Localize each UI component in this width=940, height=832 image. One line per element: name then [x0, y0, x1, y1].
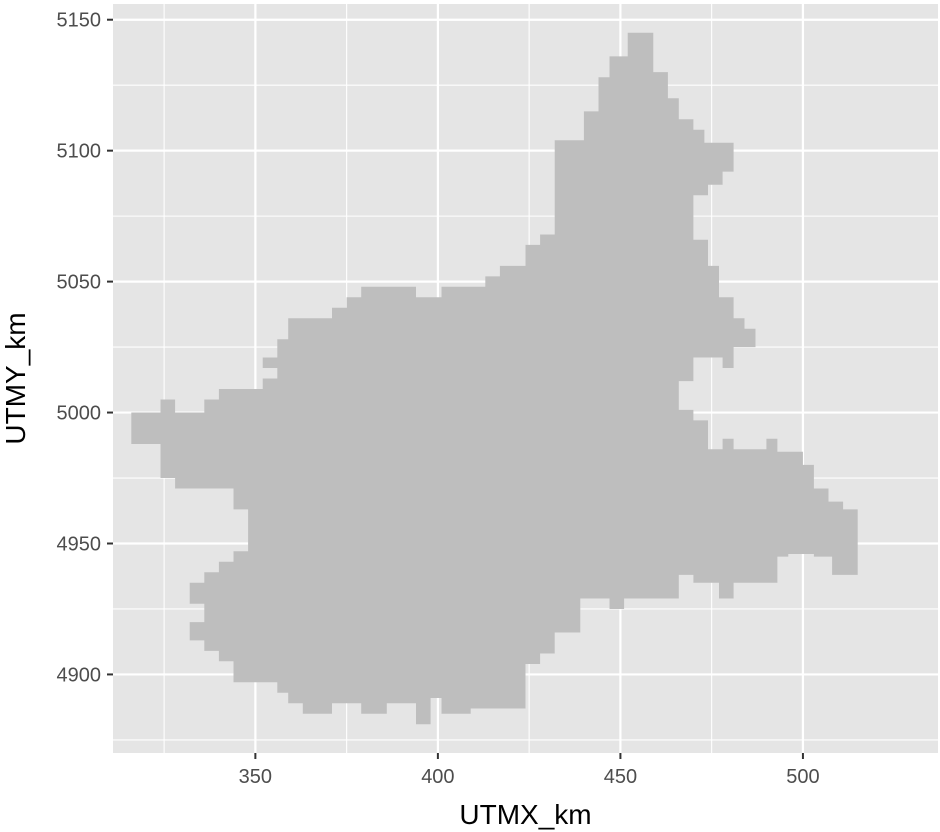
- y-axis-title: UTMY_km: [0, 312, 31, 444]
- region-shape: [131, 32, 858, 725]
- y-tick-label: 4950: [57, 533, 102, 555]
- y-tick-label: 5050: [57, 272, 102, 294]
- x-tick-label: 350: [239, 766, 272, 788]
- y-tick-label: 5150: [57, 10, 102, 32]
- x-tick-label: 450: [604, 766, 637, 788]
- x-axis: 350 400 450 500: [239, 753, 820, 788]
- y-tick-label: 5100: [57, 141, 102, 163]
- x-tick-label: 500: [786, 766, 819, 788]
- x-axis-title: UTMX_km: [459, 799, 591, 830]
- x-tick-label: 400: [421, 766, 454, 788]
- y-tick-label: 5000: [57, 403, 102, 425]
- y-axis: 4900 4950 5000 5050 5100 5150: [57, 10, 113, 686]
- y-tick-label: 4900: [57, 664, 102, 686]
